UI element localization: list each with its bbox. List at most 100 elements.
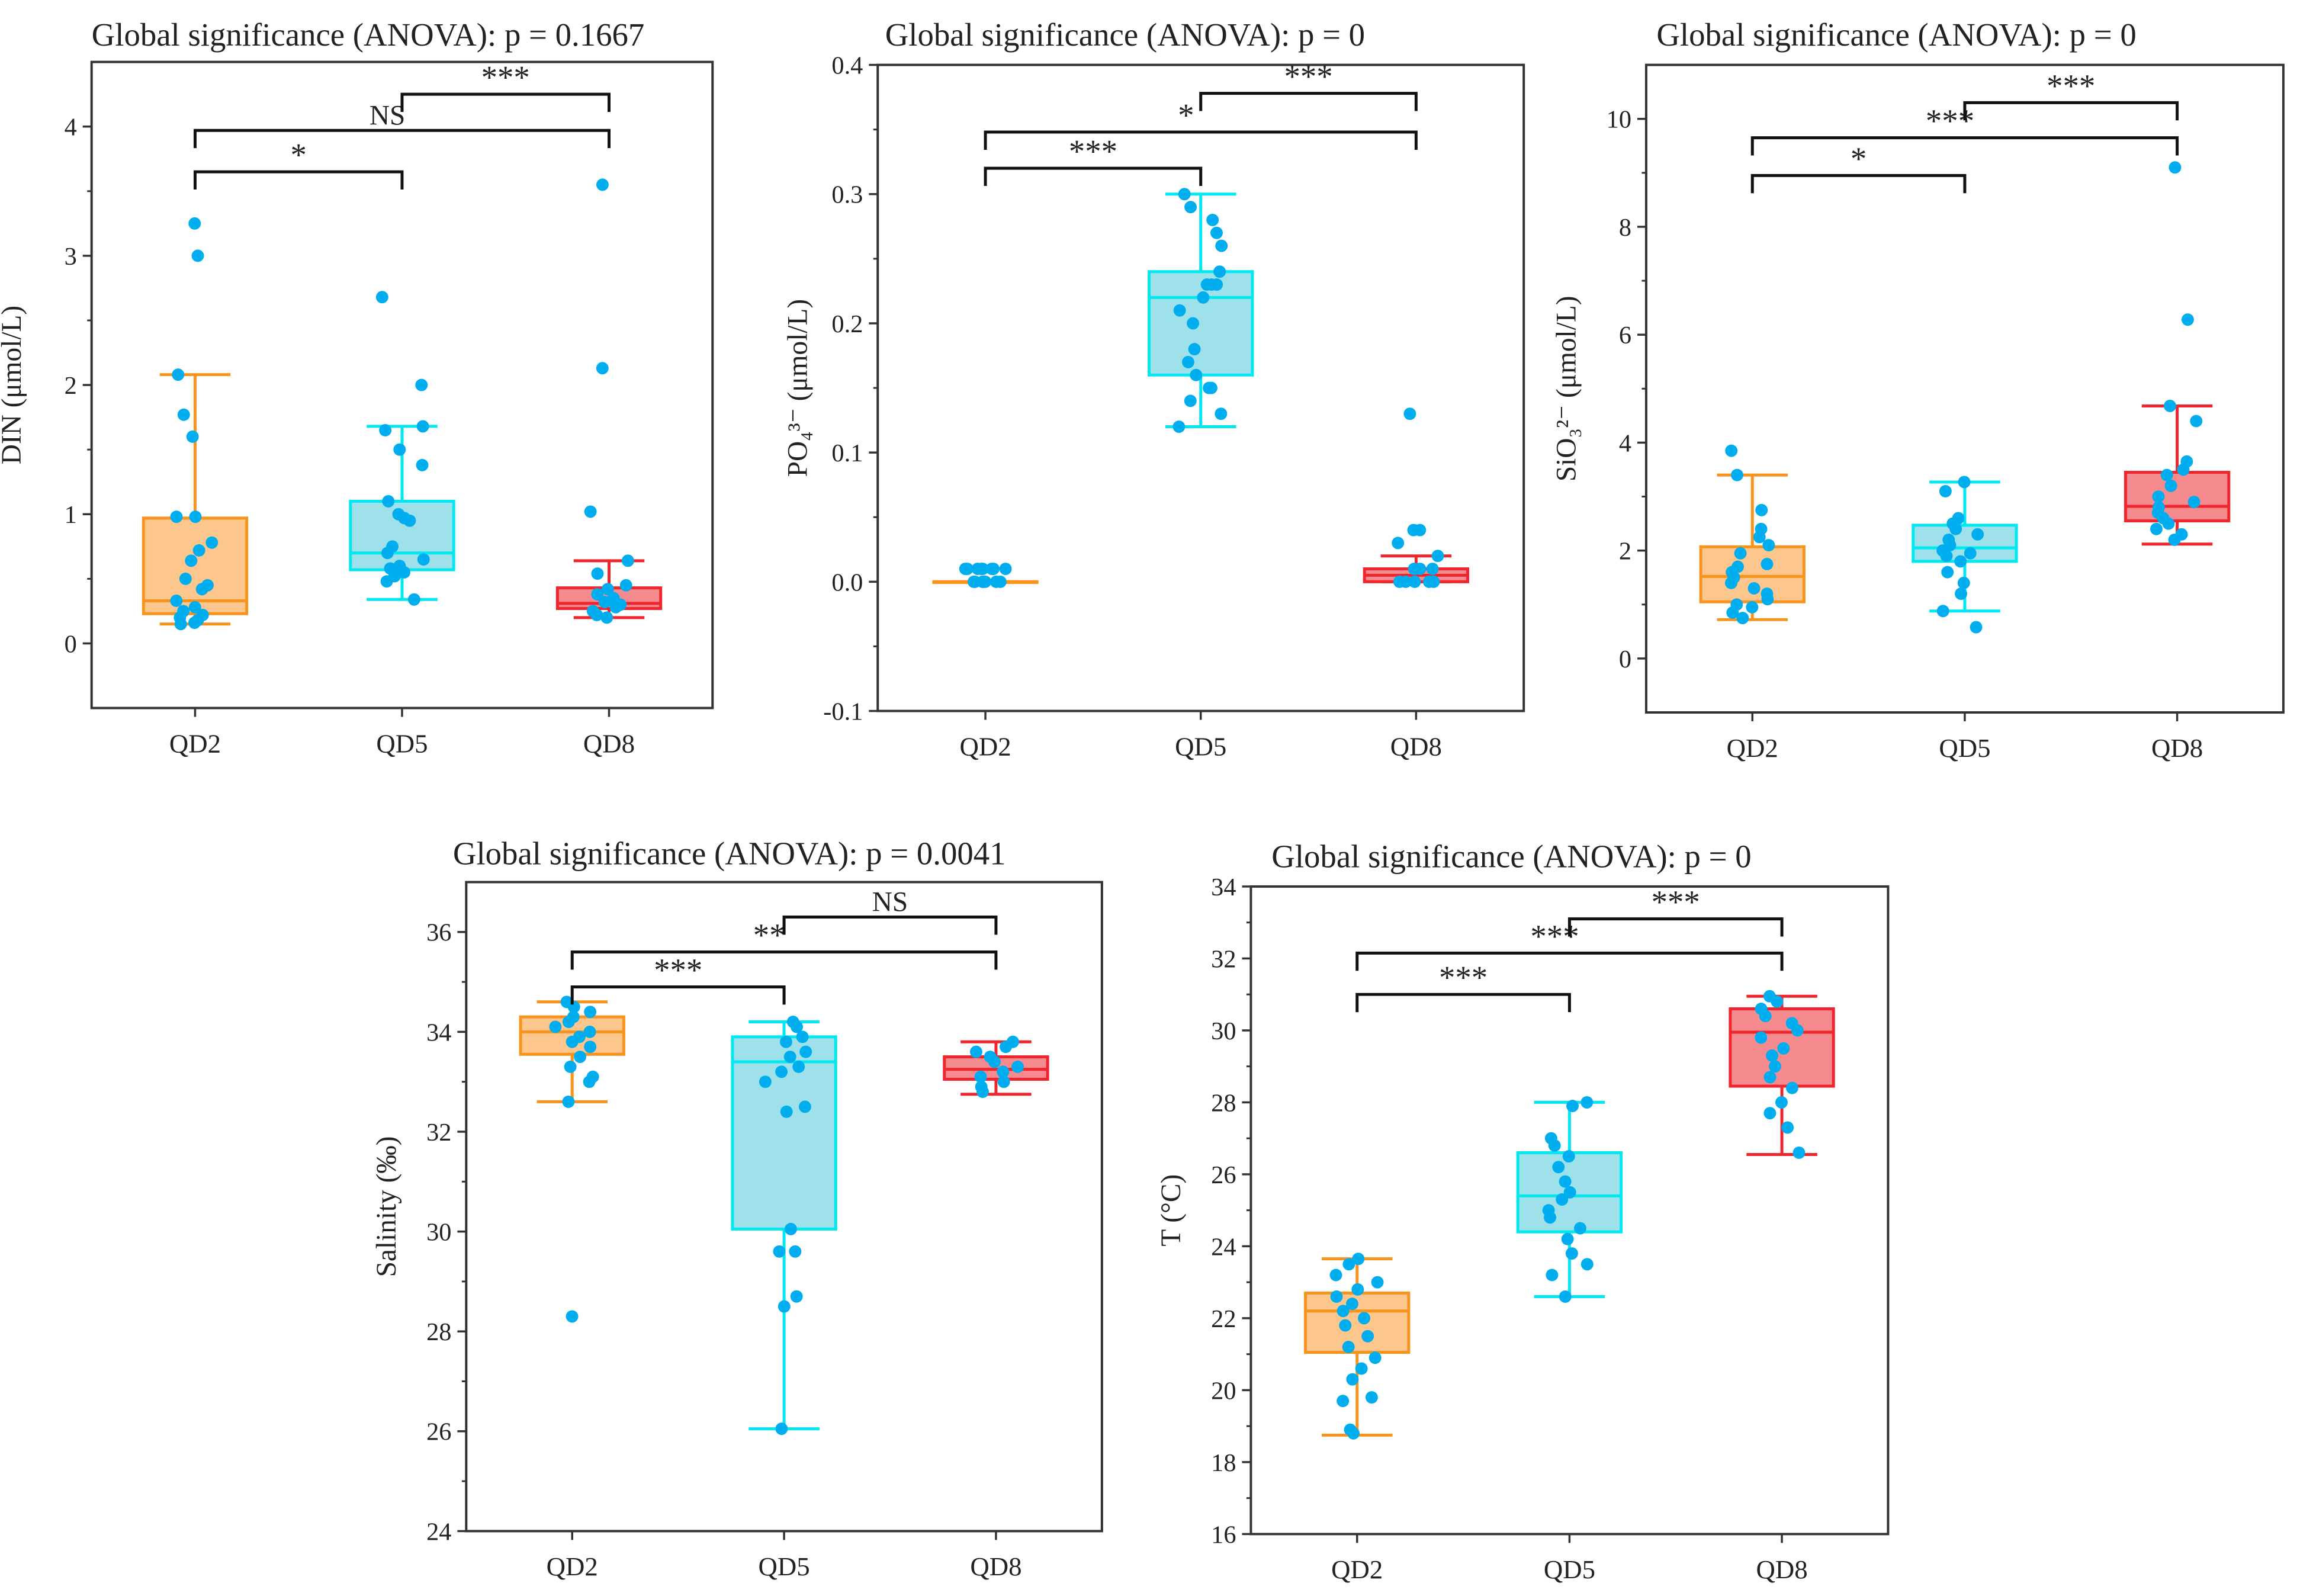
- significance-label: *: [291, 137, 307, 173]
- data-point: [1426, 563, 1439, 575]
- data-point: [189, 510, 202, 524]
- y-tick-label: 0: [65, 630, 77, 658]
- significance-bracket: [400, 92, 611, 113]
- data-point: [1342, 1258, 1355, 1271]
- data-point: [562, 1016, 575, 1028]
- y-tick-label: 32: [426, 1119, 451, 1147]
- data-point: [1213, 265, 1226, 278]
- data-point: [988, 1055, 1001, 1068]
- significance-label: ***: [1926, 103, 1974, 139]
- data-point: [591, 567, 604, 580]
- data-point: [1792, 1147, 1806, 1159]
- data-point: [1210, 226, 1223, 239]
- data-point: [789, 1245, 802, 1258]
- data-point: [1365, 1391, 1378, 1404]
- data-point: [1755, 503, 1768, 516]
- significance-label: ***: [654, 952, 702, 988]
- data-point: [1785, 1081, 1798, 1094]
- significance-bracket: [1199, 92, 1418, 111]
- box-iqr: [2124, 471, 2231, 523]
- data-point: [2181, 313, 2194, 326]
- data-point: [1939, 484, 1952, 497]
- data-point: [967, 575, 980, 588]
- data-point: [188, 600, 201, 614]
- data-point: [1206, 213, 1219, 226]
- data-point: [2160, 468, 2173, 481]
- data-point: [186, 430, 199, 443]
- x-tick-label: QD8: [970, 1552, 1021, 1581]
- data-point: [407, 593, 420, 606]
- box-QD5: [1912, 476, 2018, 634]
- significance-label: ***: [1530, 918, 1579, 954]
- data-point: [205, 536, 219, 549]
- box-QD2: [1699, 444, 1806, 625]
- box-QD5: [1148, 188, 1254, 433]
- x-tick-label: QD2: [959, 731, 1011, 761]
- y-axis-label: T (°C): [1156, 1174, 1187, 1247]
- box-QD8: [1363, 407, 1470, 588]
- y-tick-label: 0.1: [831, 439, 863, 467]
- y-tick-label: 28: [1211, 1089, 1236, 1117]
- data-point: [2190, 415, 2203, 428]
- data-point: [976, 1086, 989, 1099]
- data-point: [1188, 343, 1201, 356]
- data-point: [174, 618, 187, 631]
- data-point: [379, 423, 392, 436]
- data-point: [591, 588, 604, 601]
- y-axis-label: SiO₃²⁻ (μmol/L): [1551, 296, 1582, 481]
- y-tick-label: 10: [1607, 106, 1631, 134]
- data-point: [549, 1020, 562, 1033]
- y-tick-label: -0.1: [823, 698, 863, 725]
- data-point: [999, 563, 1012, 575]
- y-tick-label: 16: [1211, 1521, 1236, 1549]
- data-point: [1954, 555, 1967, 568]
- significance-label: **: [753, 917, 786, 953]
- data-point: [1936, 605, 1949, 618]
- data-point: [583, 1025, 596, 1038]
- y-tick-label: 26: [1211, 1161, 1236, 1189]
- data-point: [1431, 550, 1444, 563]
- y-axis-label: PO₄³⁻ (μmol/L): [783, 299, 814, 477]
- y-tick-label: 24: [1211, 1233, 1236, 1261]
- data-point: [759, 1075, 772, 1088]
- data-point: [1215, 407, 1228, 420]
- data-point: [783, 1051, 796, 1063]
- data-point: [562, 1095, 575, 1108]
- x-tick-label: QD5: [1544, 1555, 1595, 1584]
- y-tick-label: 0.0: [831, 569, 863, 596]
- data-point: [170, 595, 183, 607]
- significance-label: ***: [2047, 68, 2095, 104]
- data-point: [796, 1030, 809, 1043]
- y-tick-label: 6: [1619, 322, 1631, 349]
- data-point: [1190, 368, 1203, 381]
- data-point: [416, 458, 429, 471]
- data-point: [1345, 1298, 1358, 1311]
- data-point: [416, 420, 429, 433]
- data-point: [1761, 557, 1774, 570]
- data-point: [1414, 563, 1427, 575]
- data-point: [1172, 420, 1186, 433]
- data-point: [381, 547, 394, 560]
- data-point: [1958, 476, 1971, 489]
- data-point: [596, 178, 609, 191]
- data-point: [1562, 1150, 1575, 1163]
- y-tick-label: 30: [1211, 1017, 1236, 1045]
- data-point: [1178, 188, 1191, 201]
- significance-label: ***: [1439, 959, 1488, 996]
- y-tick-label: 24: [426, 1518, 451, 1546]
- data-point: [1173, 304, 1186, 317]
- data-point: [1215, 239, 1228, 252]
- y-tick-label: 2: [1619, 538, 1631, 566]
- data-point: [415, 378, 428, 391]
- y-tick-label: 0: [1619, 646, 1631, 673]
- data-point: [1347, 1427, 1360, 1440]
- data-point: [417, 553, 430, 566]
- data-point: [1791, 1024, 1804, 1037]
- x-tick-label: QD8: [2151, 733, 2203, 763]
- data-point: [778, 1300, 791, 1313]
- data-point: [2162, 517, 2175, 530]
- x-tick-label: QD2: [169, 728, 221, 758]
- data-point: [773, 1245, 786, 1258]
- significance-bracket: [1355, 993, 1571, 1013]
- data-point: [1392, 537, 1405, 550]
